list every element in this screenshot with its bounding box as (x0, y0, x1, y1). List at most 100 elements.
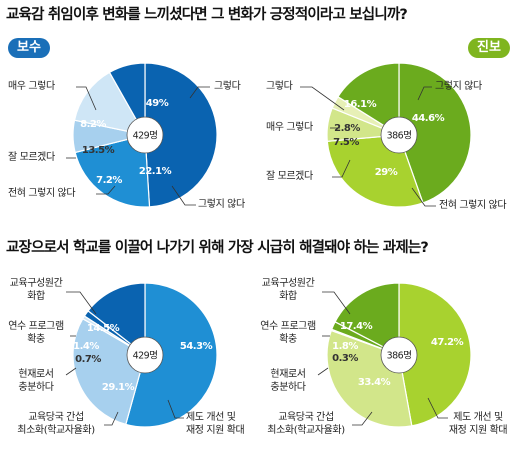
chart4-category-label-5: 교육구성원간 화합 (262, 277, 315, 302)
chart3-leader-2 (104, 411, 119, 426)
chart4-category-label-4: 연수 프로그램 확충 (260, 320, 316, 345)
chart4-value-label-5: 17.4% (340, 321, 373, 332)
progressive-badge-1: 진보 (468, 38, 510, 58)
chart2-value-label-5: 16.1% (344, 99, 377, 110)
chart1-value-label-3: 7.2% (96, 175, 122, 186)
chart3-value-label-5: 14.5% (87, 323, 120, 334)
chart2-value-label-2: 29% (375, 167, 398, 178)
chart1-total-label: 429명 (133, 131, 158, 142)
chart2-leader-1 (417, 86, 432, 101)
chart3-leader-1 (167, 399, 184, 419)
chart3-category-label-2-line-2: 최소화(학교자율화) (17, 424, 95, 436)
chart2-category-label-5: 그렇다 (266, 79, 293, 92)
chart4-category-label-1: 제도 개선 및 재정 지원 확대 (449, 411, 508, 436)
chart3-slice-1 (125, 282, 218, 428)
chart3-category-label-4: 연수 프로그램 확충 (8, 320, 64, 345)
chart1-leader-3 (96, 185, 116, 195)
chart3-category-label-1-line-1: 제도 개선 및 (186, 411, 236, 423)
chart4-category-label-5-line-2: 화합 (279, 290, 297, 302)
chart3-slice-5 (87, 282, 146, 357)
chart3-leader-3 (65, 367, 77, 376)
chart3-category-label-4-line-1: 연수 프로그램 (8, 320, 64, 332)
chart3-category-label-3-line-2: 충분하다 (18, 380, 53, 393)
chart1-category-label-2: 그렇지 않다 (198, 197, 245, 210)
chart4-category-label-1-line-2: 재정 지원 확대 (449, 424, 508, 436)
chart2-leader-2 (411, 187, 436, 207)
chart2-total-label: 386명 (387, 131, 412, 142)
chart1-slice-5 (108, 62, 146, 138)
chart1-leader-5 (76, 86, 97, 111)
chart2-category-label-1: 그렇지 않다 (435, 79, 482, 92)
chart4-center (380, 336, 418, 374)
chart2-value-label-3: 7.5% (333, 137, 359, 148)
chart4-value-label-3: 0.3% (332, 353, 358, 364)
chart2-category-label-4: 매우 그렇다 (266, 120, 313, 133)
chart3-category-label-5-line-1: 교육구성원간 (10, 277, 63, 289)
chart1-category-label-5: 매우 그렇다 (8, 79, 55, 92)
chart4-category-label-3: 현재로서 충분하다 (270, 368, 305, 393)
chart3-category-label-2-line-1: 교육당국 간섭 (28, 411, 84, 423)
chart3-value-label-2: 29.1% (102, 382, 135, 393)
chart4-leader-1 (427, 397, 448, 419)
chart3-category-label-1-line-2: 재정 지원 확대 (186, 424, 245, 436)
chart1-category-label-4: 잘 모르겠다 (8, 151, 55, 163)
chart3-value-label-4: 1.4% (73, 341, 99, 352)
chart3-value-label-3: 0.7% (75, 354, 101, 365)
chart1-category-label-1: 그렇다 (214, 79, 241, 92)
chart1-value-label-5: 8.2% (80, 119, 106, 130)
chart3-category-label-3: 현재로서 충분하다 (18, 368, 53, 393)
chart4-category-label-3-line-2: 충분하다 (270, 380, 305, 393)
chart3-category-label-3-line-1: 현재로서 (18, 368, 53, 380)
chart4-category-label-1-line-1: 제도 개선 및 (453, 411, 503, 423)
chart1-leader-1 (189, 86, 210, 99)
chart1-leader-2 (171, 185, 196, 206)
chart2-leader-3 (332, 159, 351, 178)
chart4-category-label-2-line-1: 교육당국 간섭 (278, 411, 334, 423)
chart1-category-label-3: 전혀 그렇지 않다 (8, 186, 75, 199)
question-1-title: 교육감 취임이후 변화를 느끼셨다면 그 변화가 긍정적이라고 보십니까? (6, 7, 408, 23)
chart3-leader-5 (66, 291, 97, 315)
chart3-total-label: 429명 (133, 351, 158, 362)
chart3-value-label-1: 54.3% (180, 341, 213, 352)
chart4-leader-2 (352, 411, 373, 426)
chart1-value-label-4: 13.5% (82, 145, 115, 156)
chart4-category-label-4-line-1: 연수 프로그램 (260, 320, 316, 332)
chart1-value-label-1: 49% (146, 98, 169, 109)
chart4-value-label-4: 1.8% (332, 341, 358, 352)
chart3-category-label-2: 교육당국 간섭 최소화(학교자율화) (17, 411, 95, 436)
chart4-slice-5 (334, 282, 400, 356)
conservative-badge-1: 보수 (8, 38, 50, 58)
chart2-slice-1 (398, 62, 472, 204)
chart2-center (380, 116, 418, 154)
chart3-category-label-5-line-2: 화합 (27, 290, 45, 302)
chart4-category-label-4-line-2: 확충 (279, 333, 297, 345)
chart4-total-label: 386명 (387, 351, 412, 362)
chart4-value-label-2: 33.4% (358, 377, 391, 388)
chart2-slice-5 (337, 62, 400, 137)
chart4-category-label-5-line-1: 교육구성원간 (262, 277, 315, 289)
chart2-category-label-2: 전혀 그렇지 않다 (439, 198, 506, 211)
chart3-category-label-5: 교육구성원간 화합 (10, 277, 63, 302)
chart3-category-label-1: 제도 개선 및 재정 지원 확대 (186, 411, 245, 436)
chart1-value-label-2: 22.1% (139, 166, 172, 177)
chart4-value-label-1: 47.2% (431, 337, 464, 348)
chart4-category-label-2-line-2: 최소화(학교자율화) (267, 424, 345, 436)
chart4-category-label-3-line-1: 현재로서 (270, 368, 305, 380)
chart1-slice-4 (73, 71, 147, 136)
chart2-value-label-4: 2.8% (334, 123, 360, 134)
chart3-center (126, 336, 164, 374)
chart4-category-label-2: 교육당국 간섭 최소화(학교자율화) (267, 411, 345, 436)
chart2-category-label-3: 잘 모르겠다 (266, 170, 313, 182)
chart4-leader-5 (322, 291, 351, 315)
chart1-center (126, 116, 164, 154)
chart2-leader-5 (300, 86, 345, 111)
chart2-value-label-1: 44.6% (412, 113, 445, 124)
chart4-leader-3 (317, 367, 329, 376)
chart4-slice-1 (398, 282, 472, 427)
chart1-slice-2 (74, 134, 151, 208)
chart3-category-label-4-line-2: 확충 (27, 333, 45, 345)
question-2-title: 교장으로서 학교를 이끌어 나가기 위해 가장 시급히 해결돼야 하는 과제는? (6, 240, 429, 256)
chart1-slice-1 (144, 62, 218, 208)
